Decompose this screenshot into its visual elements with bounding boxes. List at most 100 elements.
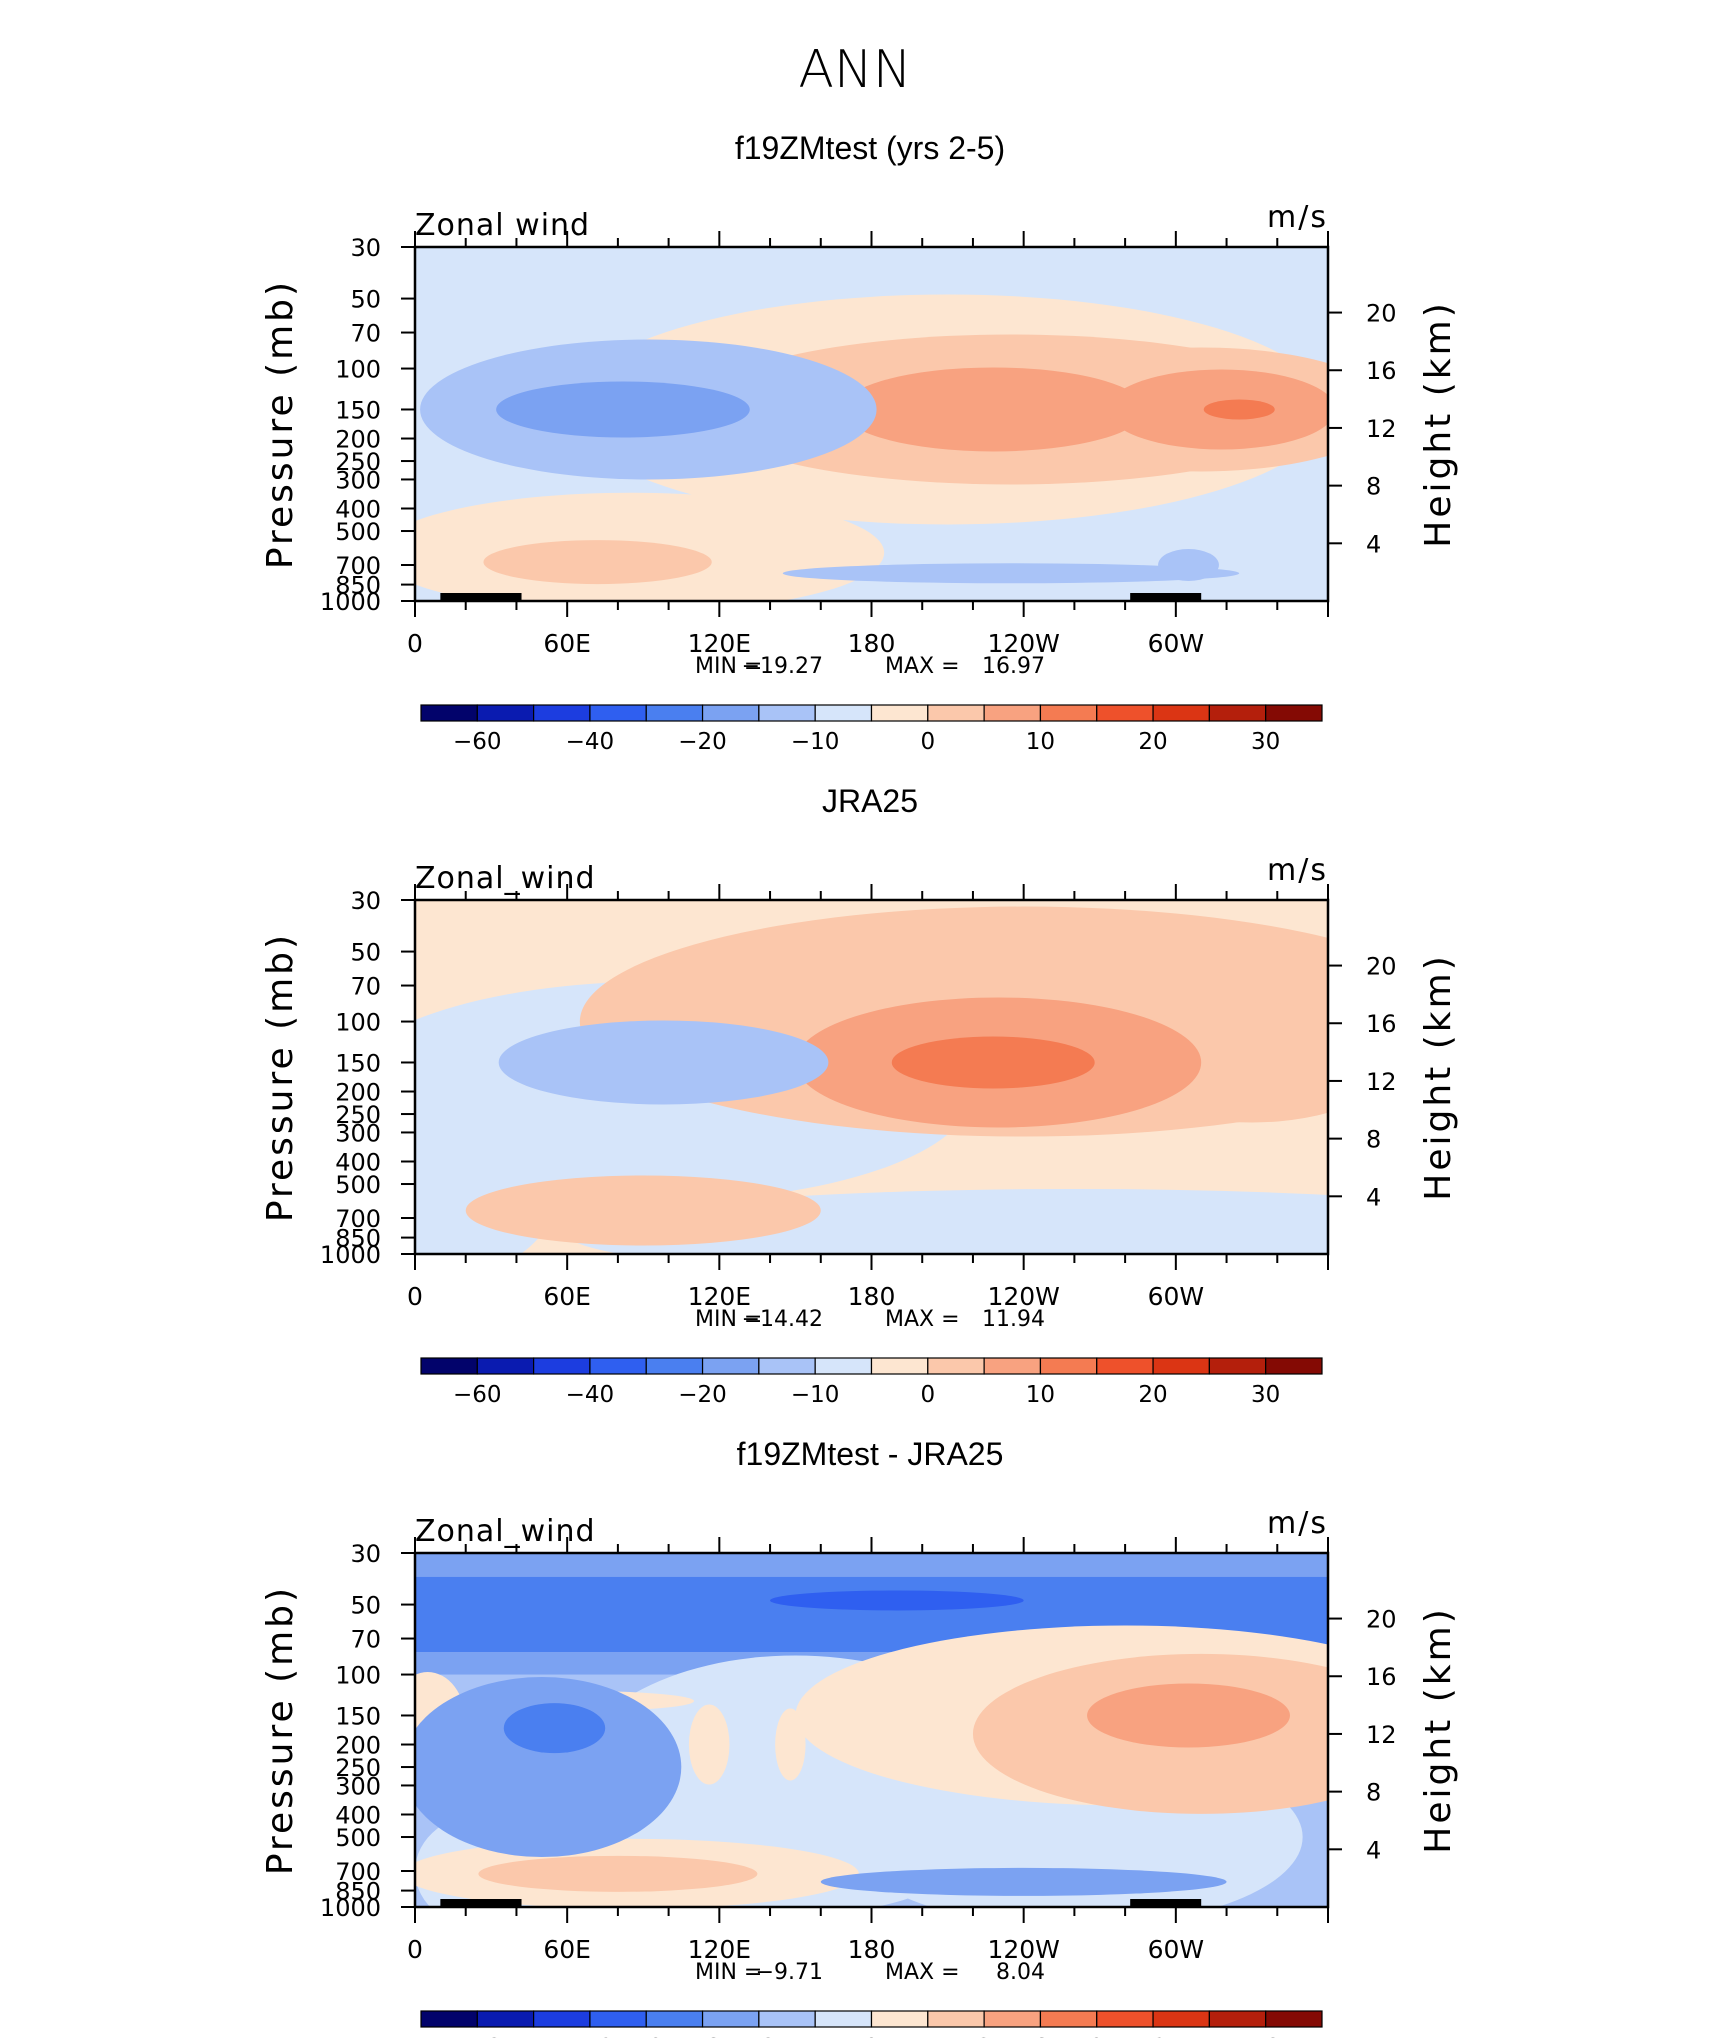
max-label: MAX = xyxy=(885,654,960,679)
y-tick-label: 70 xyxy=(350,973,381,1001)
colorbar-label: −3 xyxy=(742,2035,776,2038)
colorbar-swatch xyxy=(814,704,873,722)
topography-land xyxy=(440,593,522,601)
y-tick-label: 500 xyxy=(335,1824,381,1852)
variable-label: Zonal wind xyxy=(415,208,590,243)
y-tick-label: 300 xyxy=(335,466,381,494)
x-tick-label: 180 xyxy=(848,629,896,658)
y-tick-label: 250 xyxy=(335,448,381,476)
max-label: MAX = xyxy=(885,1307,960,1332)
y-tick-label: 850 xyxy=(335,1878,381,1906)
colorbar-swatch xyxy=(645,1357,704,1375)
colorbar-label: −20 xyxy=(678,1382,727,1408)
min-label: MIN = xyxy=(695,654,762,679)
contour-region xyxy=(820,1867,1227,1896)
colorbar-swatch xyxy=(645,2010,704,2028)
colorbar-swatch xyxy=(758,2010,816,2028)
colorbar-swatch xyxy=(870,2010,929,2028)
y-tick-label: 200 xyxy=(335,426,381,454)
colorbar-swatch xyxy=(701,2010,760,2028)
y-tick-label: 100 xyxy=(335,356,381,384)
contour-field xyxy=(415,900,1328,1254)
colorbar-swatch xyxy=(814,1357,873,1375)
height-tick-label: 8 xyxy=(1366,1779,1381,1807)
colorbar-swatch xyxy=(476,2010,535,2028)
height-tick-label: 12 xyxy=(1366,415,1397,443)
colorbar-swatch xyxy=(1096,2010,1154,2028)
units-label: m/s xyxy=(1267,1506,1328,1541)
y-tick-label: 700 xyxy=(335,552,381,580)
x-tick-label: 60W xyxy=(1148,1282,1205,1311)
height-tick-label: 16 xyxy=(1366,357,1397,385)
colorbar-label: −18 xyxy=(453,2035,502,2038)
colorbar-swatch xyxy=(1208,2010,1267,2028)
height-tick-label: 4 xyxy=(1366,1183,1381,1211)
contour-region xyxy=(498,1020,829,1105)
y-tick-label: 700 xyxy=(335,1858,381,1886)
contour-region xyxy=(775,1708,806,1781)
colorbar-swatch xyxy=(758,704,816,722)
x-tick-label: 60E xyxy=(543,1282,591,1311)
y-tick-label: 100 xyxy=(335,1662,381,1690)
y-tick-label: 50 xyxy=(350,286,381,314)
variable-label: Zonal_wind xyxy=(415,1514,596,1549)
min-value: −19.27 xyxy=(742,654,823,679)
colorbar-label: −1 xyxy=(798,2035,832,2038)
colorbar-swatch xyxy=(589,704,647,722)
contour-region xyxy=(478,1855,758,1892)
colorbar-label: −60 xyxy=(453,1382,502,1408)
y-tick-label: 50 xyxy=(350,939,381,967)
colorbar-swatch xyxy=(533,704,591,722)
colorbar-swatch xyxy=(1096,704,1154,722)
colorbar-swatch xyxy=(420,1357,478,1375)
colorbar-label: 0 xyxy=(920,1382,935,1408)
panel-title: JRA25 xyxy=(822,783,918,819)
x-tick-label: 180 xyxy=(848,1935,896,1964)
y-tick-label: 400 xyxy=(335,1148,381,1176)
units-label: m/s xyxy=(1267,200,1328,235)
colorbar-swatch xyxy=(476,1357,535,1375)
colorbar-swatch xyxy=(701,1357,760,1375)
height-tick-label: 8 xyxy=(1366,473,1381,501)
contour-region xyxy=(770,1590,1024,1611)
y-tick-label: 850 xyxy=(335,1225,381,1253)
colorbar-swatch xyxy=(1152,2010,1210,2028)
colorbar-swatch xyxy=(814,2010,873,2028)
x-tick-label: 180 xyxy=(848,1282,896,1311)
colorbar-label: 9 xyxy=(1089,2035,1104,2038)
variable-label: Zonal_wind xyxy=(415,861,596,896)
height-tick-label: 20 xyxy=(1366,1606,1397,1634)
panel-title: f19ZMtest (yrs 2-5) xyxy=(735,130,1005,166)
y-tick-label: 30 xyxy=(350,234,381,262)
height-tick-label: 12 xyxy=(1366,1721,1397,1749)
colorbar-label: −60 xyxy=(453,729,502,755)
height-tick-label: 4 xyxy=(1366,1836,1381,1864)
chart-panel-1: f19ZMtest (yrs 2-5) Zonal wind m/s 0 60E 120E… xyxy=(260,130,1459,755)
colorbar-swatch xyxy=(927,1357,985,1375)
colorbar-swatch xyxy=(476,704,535,722)
colorbar-swatch xyxy=(420,2010,478,2028)
colorbar-label: 0 xyxy=(920,729,935,755)
y-tick-label: 70 xyxy=(350,320,381,348)
max-value: 16.97 xyxy=(982,654,1045,679)
colorbar-label: 30 xyxy=(1251,729,1280,755)
x-tick-label: 60E xyxy=(543,629,591,658)
colorbar-swatch xyxy=(870,1357,929,1375)
colorbar-swatch xyxy=(533,1357,591,1375)
y-tick-label: 500 xyxy=(335,1171,381,1199)
colorbar-label: 3 xyxy=(977,2035,992,2038)
panel-title: f19ZMtest - JRA25 xyxy=(737,1436,1004,1472)
min-value: −14.42 xyxy=(742,1307,823,1332)
y-axis-right-title: Height (km) xyxy=(1418,1606,1459,1853)
height-tick-label: 16 xyxy=(1366,1010,1397,1038)
contour-region xyxy=(415,1677,682,1858)
x-tick-label: 120E xyxy=(688,1935,752,1964)
x-tick-label: 60W xyxy=(1148,629,1205,658)
colorbar-label: 6 xyxy=(1033,2035,1048,2038)
height-tick-label: 16 xyxy=(1366,1663,1397,1691)
max-label: MAX = xyxy=(885,1960,960,1985)
colorbar-swatch xyxy=(983,1357,1042,1375)
y-tick-label: 30 xyxy=(350,887,381,915)
colorbar-label: 18 xyxy=(1251,2035,1280,2038)
colorbar-label: 20 xyxy=(1138,729,1167,755)
